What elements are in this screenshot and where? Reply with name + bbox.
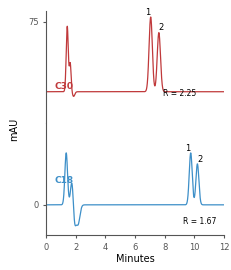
Text: 1: 1 (185, 144, 191, 153)
Text: R = 1.67: R = 1.67 (182, 217, 216, 226)
Text: C18: C18 (54, 176, 73, 185)
Text: C30: C30 (54, 82, 73, 91)
Text: 2: 2 (198, 155, 203, 164)
Text: mAU: mAU (9, 118, 19, 141)
Text: R = 2.25: R = 2.25 (163, 89, 197, 98)
Text: 2: 2 (158, 23, 164, 32)
Text: 1: 1 (145, 8, 151, 17)
X-axis label: Minutes: Minutes (116, 254, 155, 264)
